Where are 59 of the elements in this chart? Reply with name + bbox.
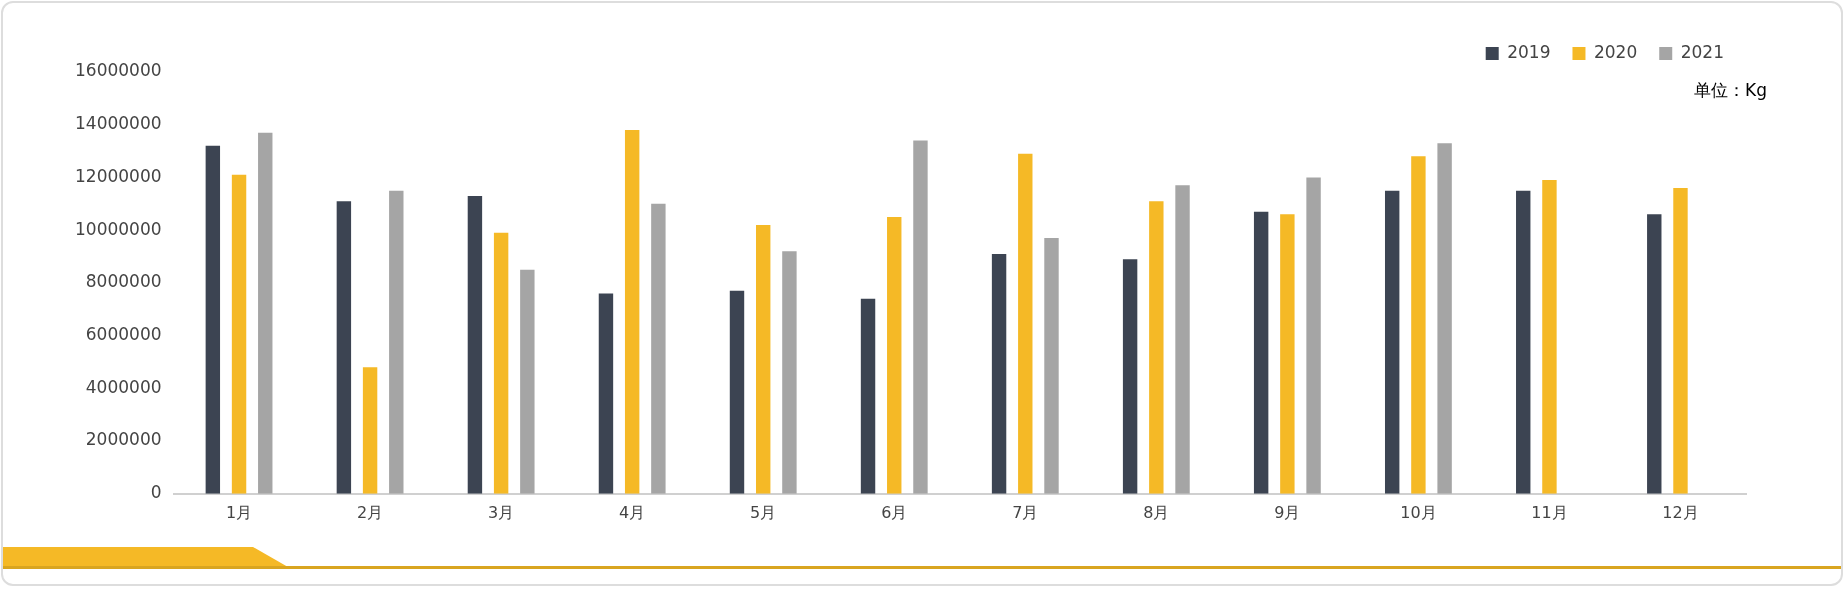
bar [1044, 238, 1059, 494]
x-tick-label: 1月 [225, 502, 253, 522]
bar [624, 130, 640, 494]
bar [1149, 201, 1164, 494]
bar [1280, 214, 1295, 494]
x-tick-label: 2月 [356, 502, 384, 522]
y-tick-label: 8000000 [85, 271, 162, 292]
x-tick-label: 8月 [1143, 502, 1170, 522]
bar [1647, 214, 1662, 494]
x-tick-label: 4月 [619, 502, 646, 522]
bar [493, 232, 509, 494]
bar [258, 132, 273, 494]
bar [729, 290, 745, 494]
bar [1122, 259, 1138, 494]
y-tick-label: 16000000 [75, 60, 162, 81]
bar [1542, 180, 1557, 494]
y-tick-label: 10000000 [75, 218, 162, 239]
bar [1175, 185, 1190, 494]
bar [1384, 190, 1400, 494]
x-tick-label: 10月 [1400, 502, 1437, 522]
y-tick-label: 14000000 [75, 113, 162, 134]
x-tick-label: 5月 [750, 502, 777, 522]
bar [1253, 211, 1269, 494]
bar [389, 190, 404, 494]
bar [756, 224, 771, 494]
legend-label: 2020 [1593, 41, 1638, 62]
y-tick-label: 12000000 [75, 165, 162, 186]
x-tick-label: 9月 [1274, 502, 1301, 522]
bar [598, 293, 614, 494]
x-tick-label: 11月 [1531, 502, 1568, 522]
x-tick-label: 6月 [881, 502, 908, 522]
bar [651, 203, 666, 494]
y-tick-label: 4000000 [85, 376, 162, 397]
bar [887, 216, 902, 494]
legend-label: 2021 [1680, 41, 1724, 62]
x-tick-label: 7月 [1012, 502, 1039, 522]
bar [362, 367, 378, 494]
bar [1018, 153, 1033, 494]
annotation: 单位：Kg [1694, 79, 1767, 102]
y-tick-label: 0 [150, 482, 162, 503]
x-tick-label: 3月 [488, 502, 515, 522]
bar [860, 298, 876, 494]
bar [782, 251, 797, 494]
bar [336, 201, 352, 494]
legend-label: 2019 [1507, 41, 1551, 62]
bar [231, 174, 247, 494]
bar [1306, 177, 1321, 494]
bar [1673, 188, 1688, 494]
bar [991, 253, 1007, 494]
bar [1411, 156, 1426, 494]
x-tick-label: 12月 [1662, 502, 1699, 522]
bar [520, 269, 535, 494]
y-tick-label: 2000000 [85, 429, 162, 450]
y-tick-label: 6000000 [85, 324, 162, 345]
bar [913, 140, 928, 494]
bar [467, 195, 483, 494]
bar [205, 145, 221, 494]
bar [1437, 143, 1452, 494]
bar [1516, 190, 1531, 494]
